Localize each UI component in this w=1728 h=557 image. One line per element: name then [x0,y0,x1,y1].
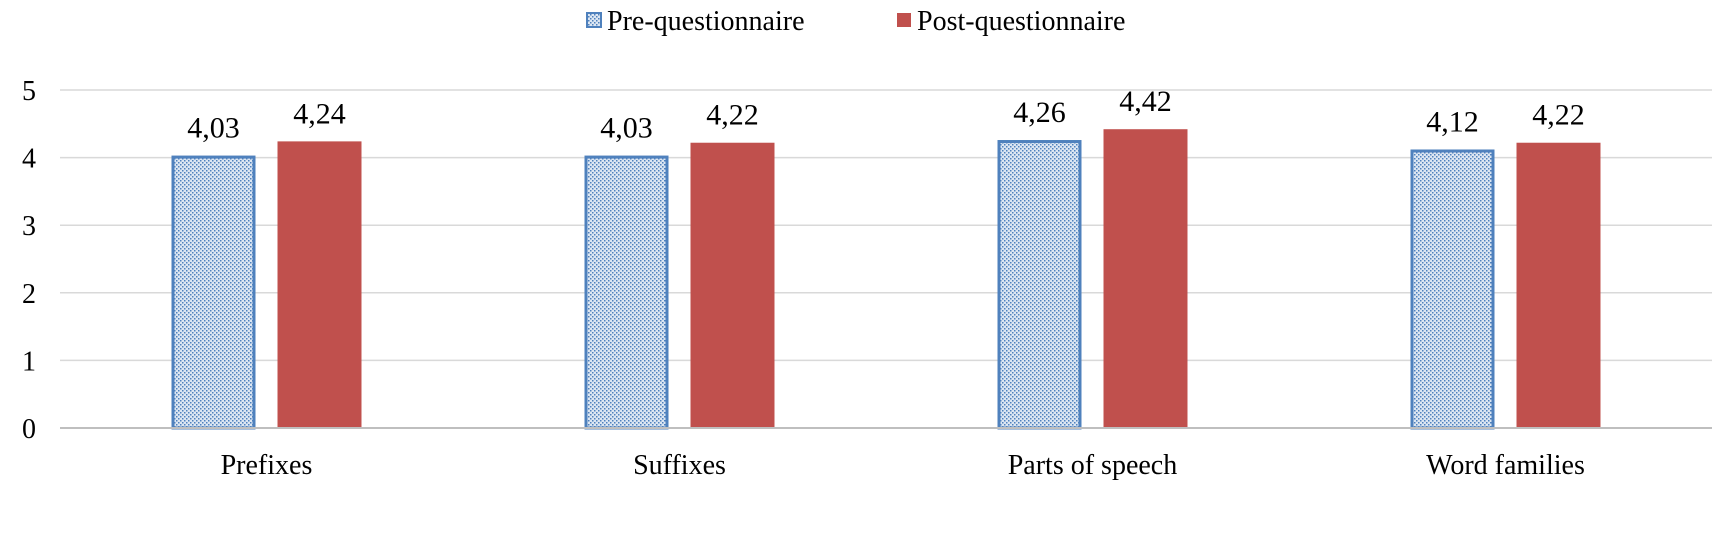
data-label: 4,26 [1013,96,1066,129]
category-label: Word families [1426,450,1585,481]
legend-swatch-post [897,13,911,27]
y-tick-label: 4 [22,144,36,175]
legend-swatch-pre [586,12,602,28]
data-label: 4,22 [1532,99,1585,132]
data-label: 4,22 [706,99,759,132]
category-label: Parts of speech [1008,450,1178,481]
y-tick-label: 5 [22,76,36,107]
y-tick-label: 0 [22,414,36,445]
bar-pre-parts-of-speech [997,140,1082,430]
data-label: 4,12 [1426,105,1479,138]
bars [171,129,1601,430]
y-tick-label: 2 [22,279,36,310]
x-axis: Prefixes Suffixes Parts of speech Word fami… [60,427,1712,481]
y-axis: 0 1 2 3 4 5 [22,76,36,445]
bar-post-suffixes [690,142,775,428]
data-labels: 4,03 4,24 4,03 4,22 4,26 4,42 4,12 4,22 [187,85,1585,144]
bar-post-prefixes [277,141,362,428]
y-tick-label: 3 [22,211,36,242]
bar-pre-word-families [1410,149,1495,430]
data-label: 4,24 [293,97,346,130]
category-label: Suffixes [633,450,726,481]
data-label: 4,42 [1119,85,1172,118]
legend-label-pre: Pre-questionnaire [607,6,805,37]
bar-pre-prefixes [171,155,256,430]
data-label: 4,03 [187,112,240,145]
category-label: Prefixes [221,450,313,481]
legend: Pre-questionnaire Post-questionnaire [586,6,1125,37]
bar-post-word-families [1516,142,1601,428]
y-tick-label: 1 [22,346,36,377]
data-label: 4,03 [600,112,653,145]
bar-pre-suffixes [584,155,669,430]
legend-label-post: Post-questionnaire [917,6,1125,37]
bar-post-parts-of-speech [1103,129,1188,428]
